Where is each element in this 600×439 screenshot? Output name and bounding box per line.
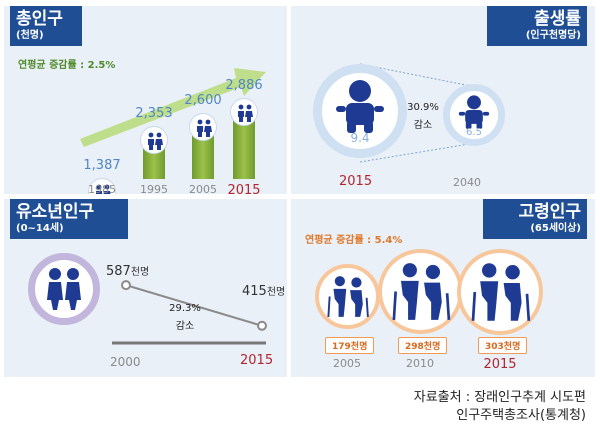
- elderly-bubble-2005: [314, 264, 380, 330]
- elderly-value-2015: 303천명: [478, 337, 528, 354]
- youth-value-2015-unit: 천명: [266, 287, 286, 298]
- total-value-1985: 1,387: [83, 158, 121, 174]
- youth-value-2000: 587천명: [106, 263, 149, 279]
- youth-value-2015: 415천명: [242, 283, 285, 299]
- birth-rate-panel: 출생률 (인구천명당) 9.4 6.5 30.9% 감소 2015 2040: [291, 6, 595, 194]
- birth-change-pct: 30.9%: [407, 102, 439, 113]
- birth-year-2040: 2040: [453, 176, 481, 189]
- total-population-panel: 총인구 (천명) 연평균 증감률 : 2.5% 1,387 1985 2,353 19…: [4, 6, 287, 194]
- youth-year-2000: 2000: [110, 355, 141, 369]
- youth-value-2015-num: 415: [242, 284, 267, 299]
- birth-bubble-2015: 9.4: [313, 64, 407, 158]
- total-population-tag: 총인구 (천명): [10, 6, 82, 46]
- elderly-subtitle: (65세이상): [530, 223, 581, 234]
- youth-tag: 유소년인구 (0~14세): [10, 199, 128, 239]
- birth-bubble-2040: 6.5: [443, 84, 505, 146]
- youth-point-2015: [257, 320, 267, 331]
- elderly-icon: [471, 262, 531, 321]
- elderly-year-2005: 2005: [333, 357, 361, 370]
- birth-value-2015: 9.4: [350, 131, 370, 145]
- elderly-year-2010: 2010: [406, 357, 434, 370]
- children-icon: [47, 268, 81, 310]
- youth-value-2000-unit: 천명: [130, 267, 150, 278]
- elderly-bubbles: 179천명 2005 298천명 2010 303천명 2015: [291, 199, 595, 377]
- youth-change-word: 감소: [175, 321, 195, 332]
- people-icon: [140, 126, 168, 155]
- elderly-population-panel: 고령인구 (65세이상) 연평균 증감률 : 5.4% 179천명 2005 298…: [291, 199, 595, 377]
- birth-value-2040: 6.5: [466, 127, 482, 138]
- youth-title: 유소년인구: [16, 202, 95, 222]
- people-icon: [189, 113, 217, 142]
- total-bar-2015: [233, 111, 255, 179]
- youth-subtitle: (0~14세): [16, 223, 64, 234]
- elderly-title: 고령인구: [518, 202, 581, 222]
- people-icon: [230, 97, 258, 126]
- youth-trend-line: [125, 284, 263, 327]
- elderly-value-2005: 179천명: [325, 337, 375, 354]
- total-value-1995: 2,353: [135, 106, 173, 122]
- elderly-bubble-2010: [377, 249, 463, 335]
- birth-rate-tag: 출생률 (인구천명당): [487, 6, 587, 46]
- total-population-marks: 1,387 1985 2,353 1995 2,600 2005 2,886 2015: [4, 6, 287, 194]
- baby-icon: [458, 95, 490, 129]
- youth-population-panel: 유소년인구 (0~14세) 587천명 415천명 29.3% 감소 2000 …: [4, 199, 287, 377]
- birth-rate-unit: (인구천명당): [525, 30, 581, 41]
- elderly-bubble-2015: [457, 248, 543, 335]
- youth-point-2000: [121, 280, 131, 291]
- elderly-icon: [392, 263, 450, 321]
- total-value-2005: 2,600: [184, 93, 222, 109]
- birth-rate-title: 출생률: [534, 9, 581, 29]
- elderly-tag: 고령인구 (65세이상): [483, 199, 587, 239]
- youth-bubble: [28, 253, 100, 325]
- youth-line-chart: [112, 280, 267, 345]
- elderly-value-2010: 298천명: [398, 337, 448, 354]
- total-year-1995: 1995: [140, 183, 168, 194]
- youth-value-2000-num: 587: [106, 264, 131, 279]
- birth-change-word: 감소: [413, 120, 433, 131]
- birth-year-2015: 2015: [339, 174, 373, 189]
- growth-arrow: [80, 68, 266, 147]
- source-line-2: 인구주택총조사(통계청): [456, 408, 586, 423]
- total-year-2005: 2005: [189, 183, 217, 194]
- total-growth-note: 연평균 증감률 : 2.5%: [18, 60, 116, 71]
- elderly-icon: [326, 276, 369, 318]
- elderly-year-2015: 2015: [483, 357, 517, 372]
- total-population-title: 총인구: [16, 9, 63, 29]
- youth-year-2015: 2015: [240, 353, 274, 368]
- youth-change-pct: 29.3%: [169, 303, 201, 314]
- baby-icon: [336, 80, 384, 133]
- total-year-2015: 2015: [227, 183, 261, 194]
- elderly-growth-note: 연평균 증감률 : 5.4%: [305, 235, 403, 246]
- total-year-1985: 1985: [88, 183, 116, 194]
- source-line-1: 자료출처 : 장래인구추계 시도편: [413, 390, 586, 405]
- total-population-unit: (천명): [16, 30, 44, 41]
- total-value-2015: 2,886: [225, 77, 263, 93]
- total-population-chart: [80, 68, 266, 147]
